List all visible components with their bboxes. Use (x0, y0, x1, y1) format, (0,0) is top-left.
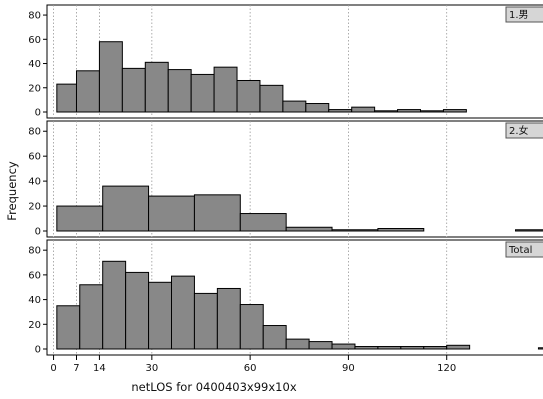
histogram-bar (102, 185, 150, 232)
histogram-bar (537, 347, 543, 350)
x-axis: 0 7 14 30 60 90 120 (50, 355, 456, 374)
histogram-bar (446, 344, 471, 350)
y-tick-label: 60 (28, 270, 41, 281)
histogram-bar (420, 110, 444, 113)
histogram-bar (75, 70, 100, 113)
histogram-bar (102, 260, 127, 350)
histogram-bar (190, 73, 215, 113)
y-tick-label: 80 (28, 11, 41, 22)
y-tick-label: 60 (28, 152, 41, 163)
histogram-bar (354, 346, 379, 350)
histogram-bar (331, 229, 379, 232)
histogram-bar (374, 110, 399, 113)
histogram-bar (239, 213, 287, 232)
x-tick-label: 60 (244, 363, 257, 374)
histogram-bar (423, 346, 448, 350)
y-tick-label: 80 (28, 127, 41, 138)
histogram-bar (79, 284, 104, 350)
x-tick-label: 30 (145, 363, 158, 374)
histogram-bar (305, 103, 330, 113)
histogram-bar (397, 109, 422, 113)
panel-strip (505, 122, 543, 139)
y-axis-label: Frequency (5, 161, 19, 221)
x-tick-label: 120 (437, 363, 456, 374)
panel-strip-label: Total (508, 245, 532, 256)
histogram-bar (285, 338, 310, 350)
histogram-bar (193, 292, 218, 350)
histogram-bar (56, 205, 104, 232)
histogram-bar (377, 346, 402, 350)
histogram-bar (328, 109, 353, 113)
x-tick-label: 14 (93, 363, 106, 374)
histogram-panels: 0 20 40 60 80 1.男 0 20 40 60 80 2.女 0 20 40 60 80 Total (28, 4, 543, 356)
histogram-bar (262, 325, 287, 350)
histogram-bar (148, 281, 173, 350)
x-tick-label: 90 (342, 363, 355, 374)
y-tick-label: 0 (35, 108, 41, 119)
histogram-bar (285, 226, 333, 232)
histogram-bar (193, 194, 241, 232)
y-tick-label: 20 (28, 83, 41, 94)
panel-strip-label: 2.女 (509, 124, 529, 137)
histogram-bar (125, 271, 150, 350)
panel-strip (505, 6, 543, 23)
histogram-bar (442, 109, 467, 113)
histogram-bar (259, 84, 284, 113)
histogram-bar (121, 67, 146, 113)
x-tick-label: 7 (73, 363, 79, 374)
histogram-bar (144, 61, 169, 113)
histogram-bar (515, 229, 543, 232)
histogram-bar (98, 41, 123, 113)
y-tick-label: 80 (28, 246, 41, 257)
histogram-bar (377, 228, 425, 232)
histogram-bar (308, 341, 333, 350)
y-tick-label: 40 (28, 59, 41, 70)
panel-2: 0 20 40 60 80 2.女 (28, 120, 543, 238)
histogram-bar (282, 100, 307, 113)
x-axis-label: netLOS for 0400403x99x10x (131, 380, 296, 394)
histogram-bar (400, 346, 425, 350)
y-tick-label: 20 (28, 202, 41, 213)
panel-3: 0 20 40 60 80 Total (28, 239, 543, 356)
panel-1: 0 20 40 60 80 1.男 (28, 4, 543, 119)
histogram-bar (216, 287, 241, 350)
histogram-bar (56, 305, 81, 350)
histogram-bar (56, 83, 77, 113)
histogram-bar (239, 304, 264, 350)
histogram-bar (236, 79, 261, 113)
x-tick-label: 0 (50, 363, 56, 374)
panel-strip-label: 1.男 (509, 9, 529, 21)
histogram-bar (213, 66, 238, 113)
panel-strip (505, 241, 543, 258)
y-tick-label: 40 (28, 295, 41, 306)
y-tick-label: 20 (28, 320, 41, 331)
histogram-bar (148, 195, 195, 232)
histogram-bar (331, 343, 356, 350)
histogram-bar (167, 69, 192, 113)
y-tick-label: 0 (35, 227, 41, 238)
y-tick-label: 40 (28, 177, 41, 188)
y-tick-label: 0 (35, 345, 41, 356)
histogram-bar (171, 275, 195, 350)
y-tick-label: 60 (28, 35, 41, 46)
histogram-bar (351, 106, 376, 113)
